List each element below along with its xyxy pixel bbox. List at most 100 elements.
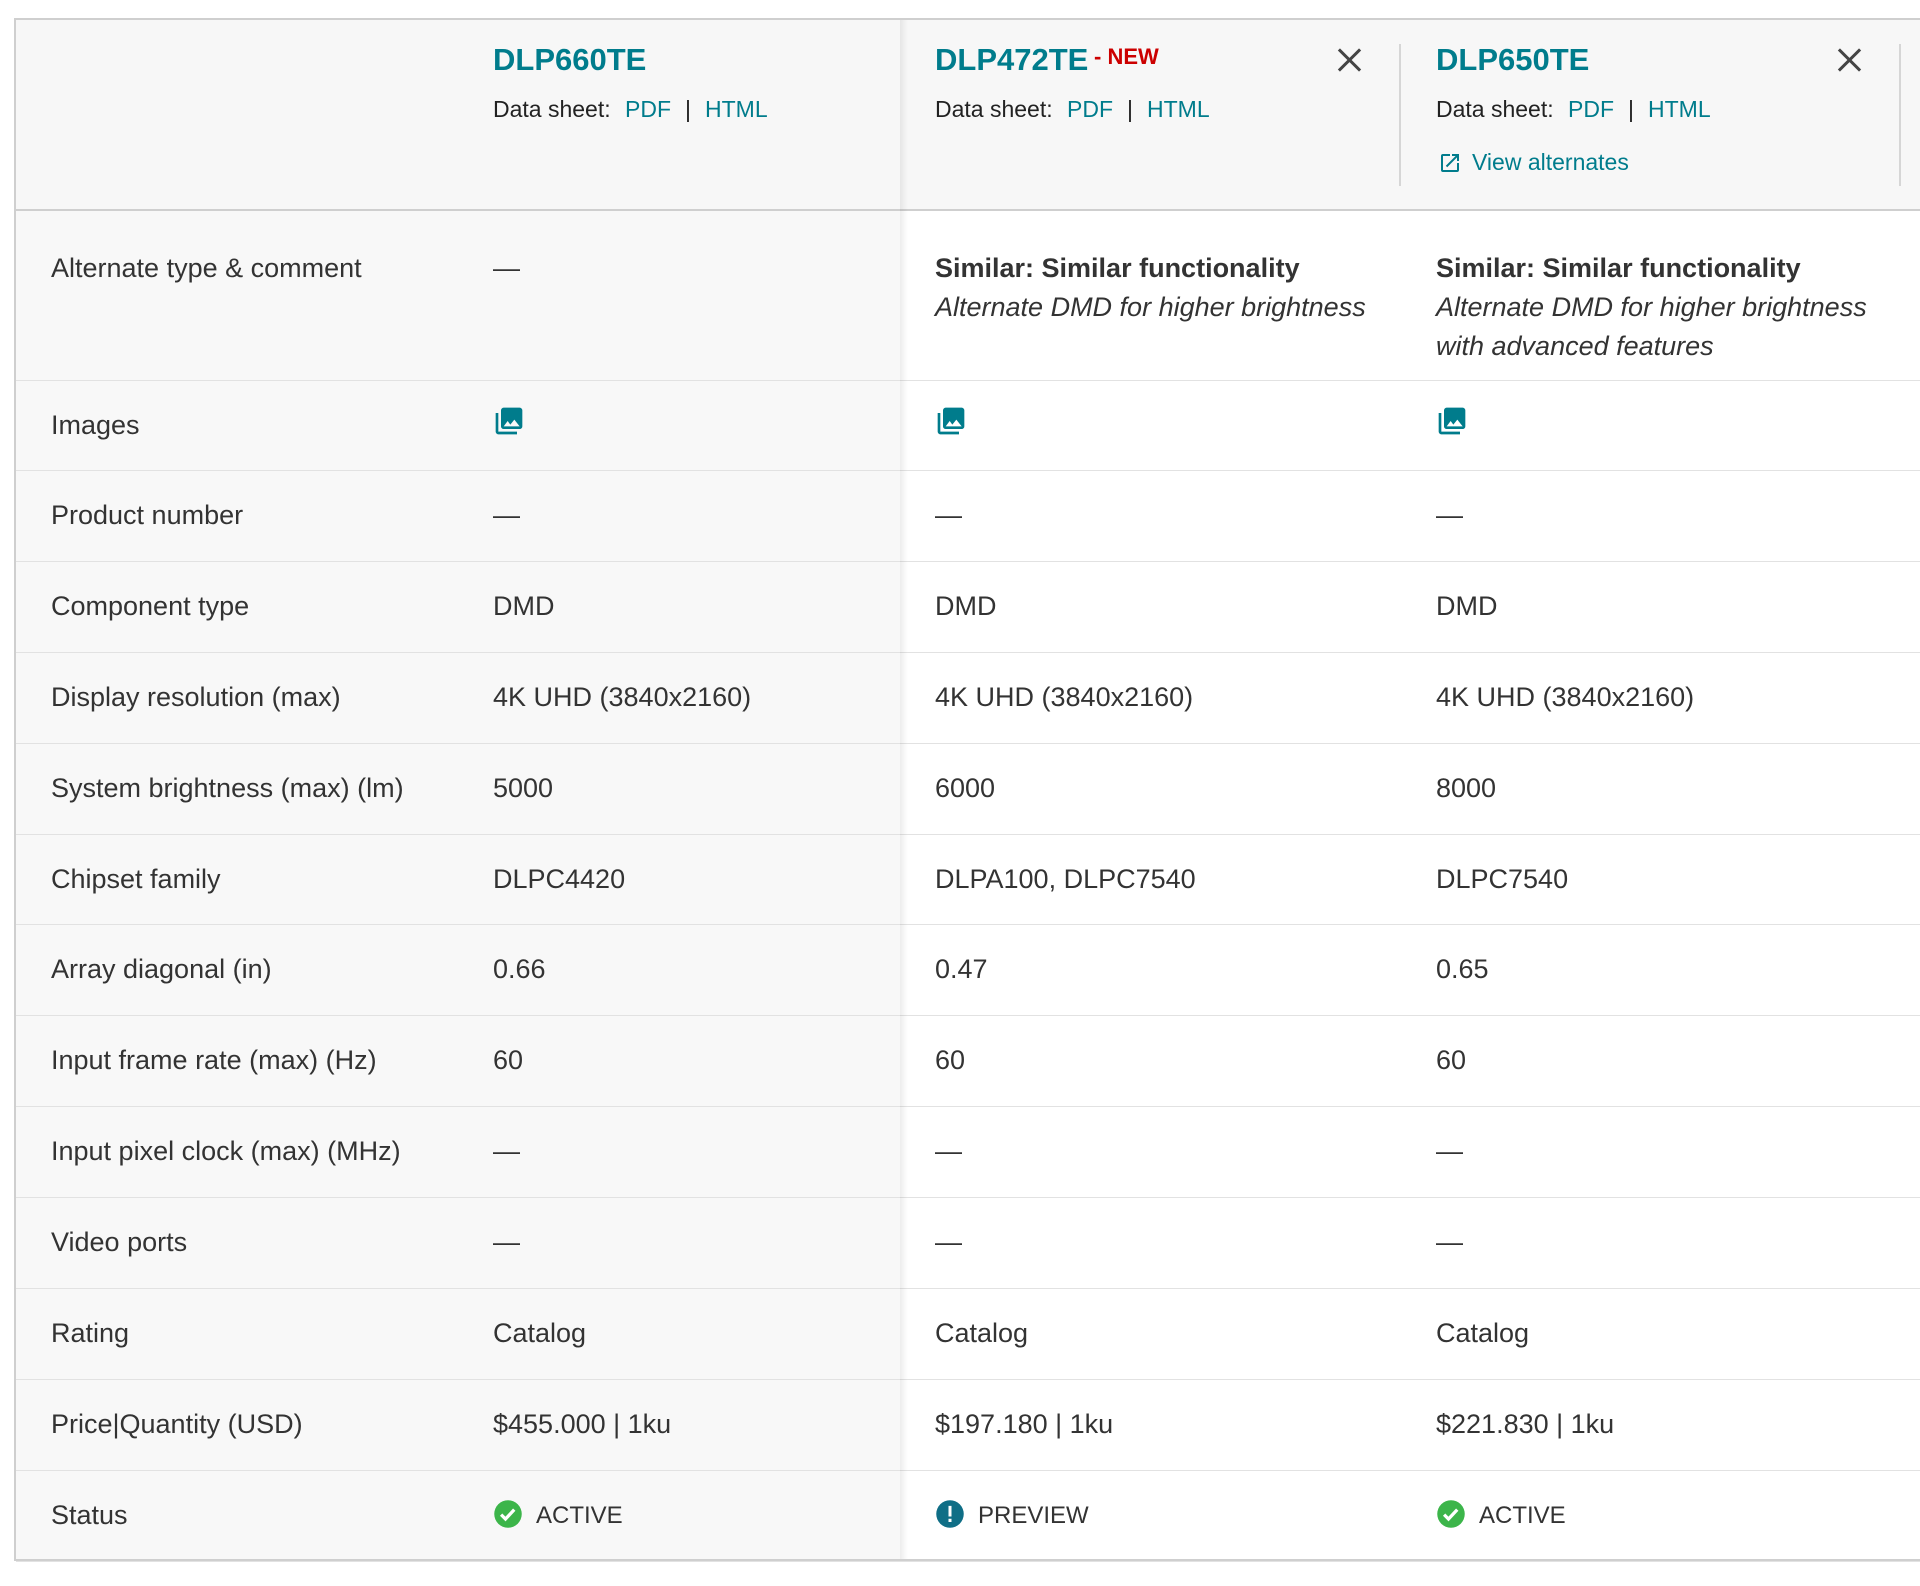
cell-value: — (493, 1227, 520, 1258)
row-label: Array diagonal (in) (51, 954, 272, 985)
header (16, 20, 1920, 211)
cell-value: DMD (1436, 590, 1498, 621)
status-icon (1436, 1499, 1466, 1534)
cell-value: — (493, 1136, 520, 1167)
cell-value: 5000 (493, 772, 554, 803)
table-row (16, 1197, 1920, 1290)
image-icon[interactable] (935, 405, 967, 442)
row-label: Display resolution (max) (51, 681, 341, 712)
product-name[interactable]: DLP650TE (1436, 42, 1590, 77)
status-text: ACTIVE (1479, 1501, 1566, 1529)
datasheet-label: Data sheet: (493, 96, 611, 122)
html-link[interactable]: HTML (705, 96, 768, 122)
cell-value: DMD (493, 590, 555, 621)
row-label: Input frame rate (max) (Hz) (51, 1045, 377, 1076)
cell-value: 0.66 (493, 954, 546, 985)
cell-value: 60 (1436, 1045, 1467, 1076)
image-icon[interactable] (493, 405, 525, 442)
html-link[interactable]: HTML (1648, 96, 1711, 122)
table-row (16, 470, 1920, 562)
separator: | (685, 96, 691, 122)
table-row (16, 380, 1920, 471)
cell-value: Catalog (493, 1318, 587, 1349)
cell-value: — (935, 1227, 962, 1258)
cell-value: — (1436, 1136, 1463, 1167)
cell-value: $455.000 | 1ku (493, 1408, 672, 1439)
cell-value: DLPC7540 (1436, 863, 1569, 894)
status-icon (935, 1499, 965, 1534)
row-label: Component type (51, 590, 250, 621)
table-row (16, 561, 1920, 653)
cell-value: DLPA100, DLPC7540 (935, 863, 1196, 894)
table-row (16, 1470, 1920, 1562)
table-row (16, 1379, 1920, 1471)
external-icon (1441, 154, 1459, 172)
separator: | (1127, 96, 1133, 122)
product-name[interactable]: DLP660TE (493, 42, 647, 77)
alternate-comment: Alternate DMD for higher brightness (935, 292, 1366, 322)
image-icon[interactable] (1436, 405, 1468, 442)
cell-value: 0.47 (935, 954, 988, 985)
row-label: Status (51, 1499, 128, 1530)
table-border (14, 18, 1920, 1561)
cell-value: — (935, 499, 962, 530)
cell-value: 60 (935, 1045, 966, 1076)
cell-value: — (1436, 1227, 1463, 1258)
cell-value: 60 (493, 1045, 524, 1076)
reference-column (16, 20, 900, 1559)
cell-value: $221.830 | 1ku (1436, 1408, 1615, 1439)
new-badge: - NEW (1094, 44, 1159, 69)
divider (1899, 44, 1901, 186)
cell-value: — (493, 499, 520, 530)
table-row (16, 1015, 1920, 1108)
table-row (16, 1106, 1920, 1199)
pdf-link[interactable]: PDF (1568, 96, 1614, 122)
remove-button[interactable] (1336, 47, 1362, 73)
alternate-type: Similar: Similar functionality (1436, 253, 1801, 283)
alternate-type: Similar: Similar functionality (935, 253, 1300, 283)
row-label: Images (51, 409, 140, 440)
row-label: Input pixel clock (max) (MHz) (51, 1136, 401, 1167)
datasheet-label: Data sheet: (935, 96, 1053, 122)
cell-value: — (1436, 499, 1463, 530)
table-row (16, 1288, 1920, 1380)
row-label: System brightness (max) (lm) (51, 772, 404, 803)
table-row (16, 743, 1920, 835)
table-row (16, 925, 1920, 1017)
table-row (16, 211, 1920, 381)
cell-value: 6000 (935, 772, 996, 803)
column-shadow (900, 20, 908, 1559)
row-label: Price|Quantity (USD) (51, 1408, 303, 1439)
cell-value: 0.65 (1436, 954, 1489, 985)
alternate-comment: Alternate DMD for higher brightness with… (1436, 292, 1867, 361)
status-icon (493, 1499, 523, 1534)
pdf-link[interactable]: PDF (1067, 96, 1113, 122)
cell-value: 8000 (1436, 772, 1497, 803)
row-label: Rating (51, 1318, 130, 1349)
row-label: Video ports (51, 1227, 188, 1258)
row-label: Product number (51, 499, 244, 530)
cell-value: 4K UHD (3840x2160) (935, 681, 1194, 712)
view-alternates-link[interactable]: View alternates (1472, 149, 1629, 175)
datasheet-label: Data sheet: (1436, 96, 1554, 122)
remove-button[interactable] (1836, 47, 1862, 73)
status-text: ACTIVE (536, 1501, 623, 1529)
pdf-link[interactable]: PDF (625, 96, 671, 122)
cell-value: Catalog (1436, 1318, 1530, 1349)
cell-value: $197.180 | 1ku (935, 1408, 1114, 1439)
cell-value: Catalog (935, 1318, 1029, 1349)
cell-value: 4K UHD (3840x2160) (493, 681, 752, 712)
cell-value: DMD (935, 590, 997, 621)
separator: | (1628, 96, 1634, 122)
cell-value: — (493, 253, 520, 283)
divider (1399, 44, 1401, 186)
row-label: Chipset family (51, 863, 221, 894)
html-link[interactable]: HTML (1147, 96, 1210, 122)
status-text: PREVIEW (978, 1501, 1089, 1529)
table-row (16, 834, 1920, 926)
table-row (16, 652, 1920, 744)
row-label: Alternate type & comment (51, 253, 362, 283)
cell-value: — (935, 1136, 962, 1167)
product-name[interactable]: DLP472TE (935, 42, 1089, 77)
